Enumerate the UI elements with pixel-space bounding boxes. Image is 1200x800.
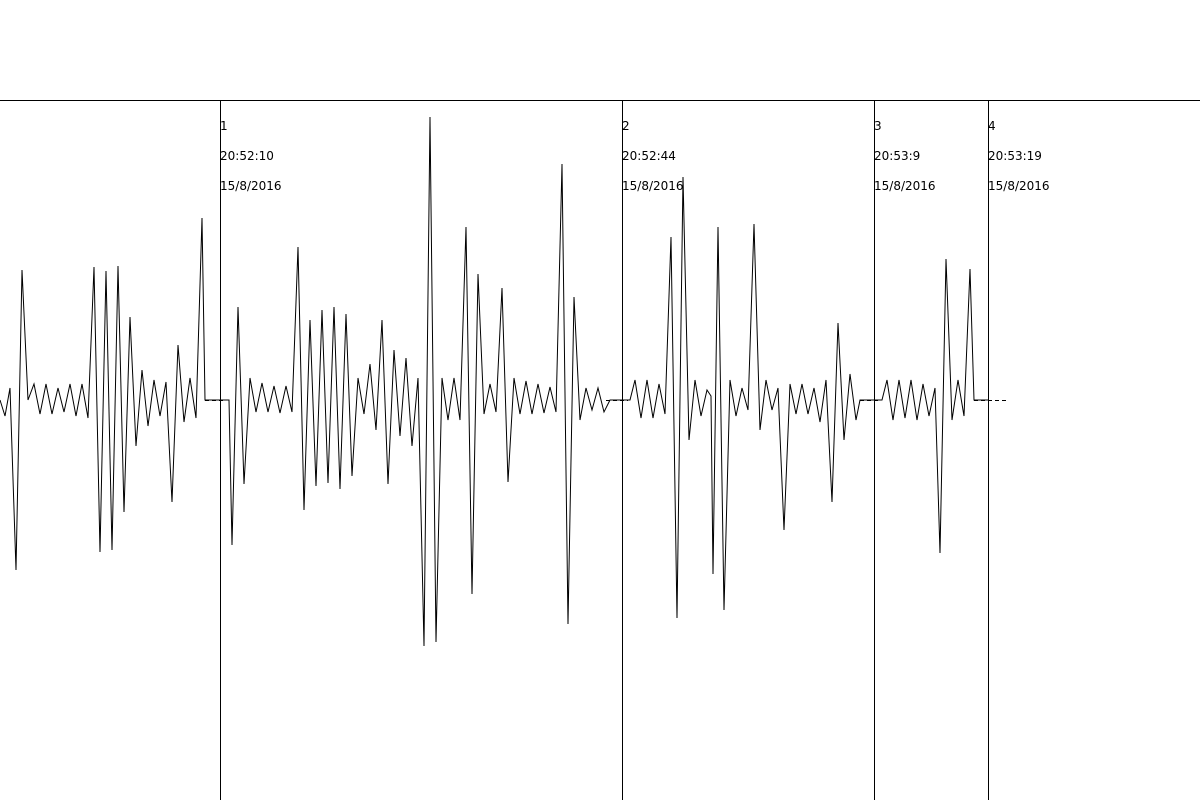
marker-label-2: 2 20:52:44 15/8/2016 [622, 101, 684, 211]
marker-date: 15/8/2016 [220, 179, 282, 193]
marker-label-4: 4 20:53:19 15/8/2016 [988, 101, 1050, 211]
marker-time: 20:52:10 [220, 149, 274, 163]
marker-time: 20:53:9 [874, 149, 921, 163]
marker-time: 20:52:44 [622, 149, 676, 163]
waveform-segment-2 [622, 176, 874, 619]
marker-id: 2 [622, 119, 630, 133]
marker-label-1: 1 20:52:10 15/8/2016 [220, 101, 282, 211]
marker-label-3: 3 20:53:9 15/8/2016 [874, 101, 936, 211]
waveform-segment-1 [220, 116, 622, 647]
marker-time: 20:53:19 [988, 149, 1042, 163]
waveform-segment-3 [874, 258, 988, 554]
marker-id: 1 [220, 119, 228, 133]
marker-date: 15/8/2016 [874, 179, 936, 193]
marker-id: 3 [874, 119, 882, 133]
marker-date: 15/8/2016 [622, 179, 684, 193]
waveform-segment-0 [0, 217, 220, 571]
marker-id: 4 [988, 119, 996, 133]
marker-date: 15/8/2016 [988, 179, 1050, 193]
